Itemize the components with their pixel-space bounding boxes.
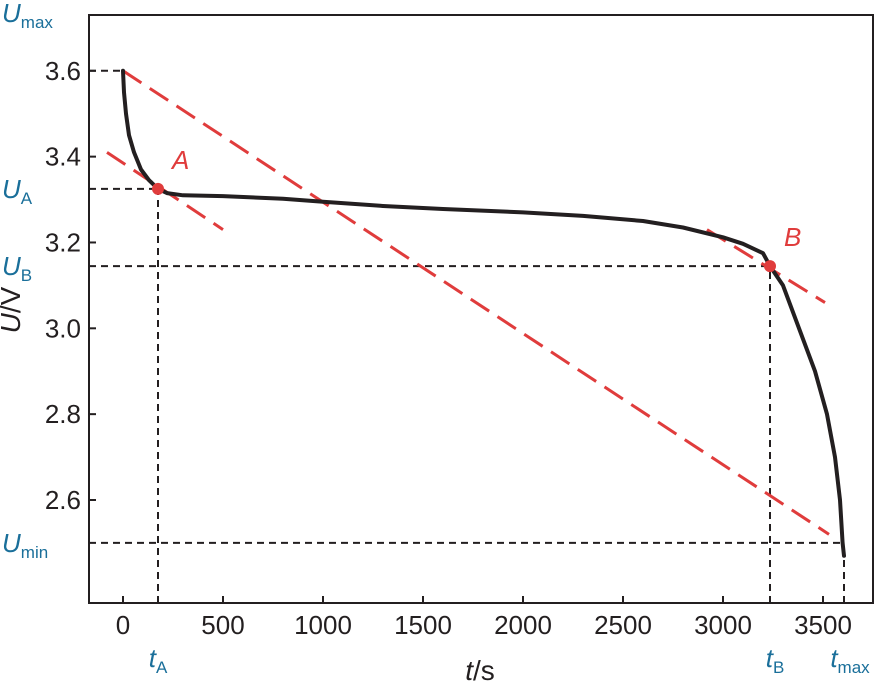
voltage-curve — [121, 68, 846, 558]
point-label-A: A — [170, 145, 189, 175]
y-axis-variable: U — [0, 312, 26, 333]
x-tick-label: 0 — [116, 610, 130, 640]
x-tick-label: 2000 — [494, 610, 552, 640]
x-axis-variable: t — [465, 655, 474, 684]
y-tick-label: 3.6 — [45, 56, 81, 86]
marker-subscript: max — [21, 13, 54, 32]
marker-subscript: B — [21, 266, 32, 285]
marker-UA: UA — [2, 174, 33, 208]
y-axis-unit: /V — [0, 286, 26, 313]
x-tick-label: 3000 — [694, 610, 752, 640]
marker-symbol: U — [2, 251, 21, 281]
marker-subscript: A — [156, 658, 168, 677]
marker-symbol: t — [766, 643, 775, 673]
marker-symbol: U — [2, 528, 21, 558]
y-tick-label: 3.4 — [45, 142, 81, 172]
x-tick-label: 1000 — [294, 610, 352, 640]
point-label-B: B — [784, 222, 801, 252]
y-tick-label: 2.8 — [45, 399, 81, 429]
x-tick-label: 3500 — [794, 610, 852, 640]
x-axis-title: t/s — [465, 655, 495, 684]
marked-points: AB — [152, 145, 801, 273]
x-axis-ticks: 0 500 1000 1500 2000 2500 3000 3500 — [116, 596, 852, 640]
marker-tA: tA — [149, 643, 168, 677]
marker-subscript: A — [21, 189, 33, 208]
tangent-lines — [106, 69, 830, 536]
reference-lines — [89, 69, 845, 603]
marker-symbol: t — [830, 643, 839, 673]
x-tick-label: 2500 — [594, 610, 652, 640]
marker-UB: UB — [2, 251, 32, 285]
marker-subscript: B — [773, 658, 784, 677]
marker-subscript: min — [21, 543, 48, 562]
tangent-line-1 — [122, 69, 830, 536]
y-axis-title: U/V — [0, 286, 26, 333]
marker-subscript: max — [838, 658, 871, 677]
y-tick-label: 2.6 — [45, 485, 81, 515]
marker-symbol: U — [2, 174, 21, 204]
x-tick-label: 1500 — [394, 610, 452, 640]
marker-symbol: U — [2, 0, 21, 28]
y-tick-label: 3.2 — [45, 227, 81, 257]
x-axis-unit: /s — [473, 655, 495, 684]
point-A — [152, 182, 164, 195]
plot-frame — [88, 14, 874, 604]
y-tick-label: 3.0 — [45, 313, 81, 343]
x-tick-label: 500 — [201, 610, 244, 640]
marker-tmax: tmax — [830, 643, 870, 677]
y-axis-ticks: 2.6 2.8 3.0 3.2 3.4 3.6 — [45, 56, 96, 515]
marker-Umin: Umin — [2, 528, 48, 562]
marker-symbol: t — [149, 643, 158, 673]
marker-Umax: Umax — [2, 0, 53, 32]
point-B — [764, 260, 776, 273]
marker-tB: tB — [766, 643, 785, 677]
